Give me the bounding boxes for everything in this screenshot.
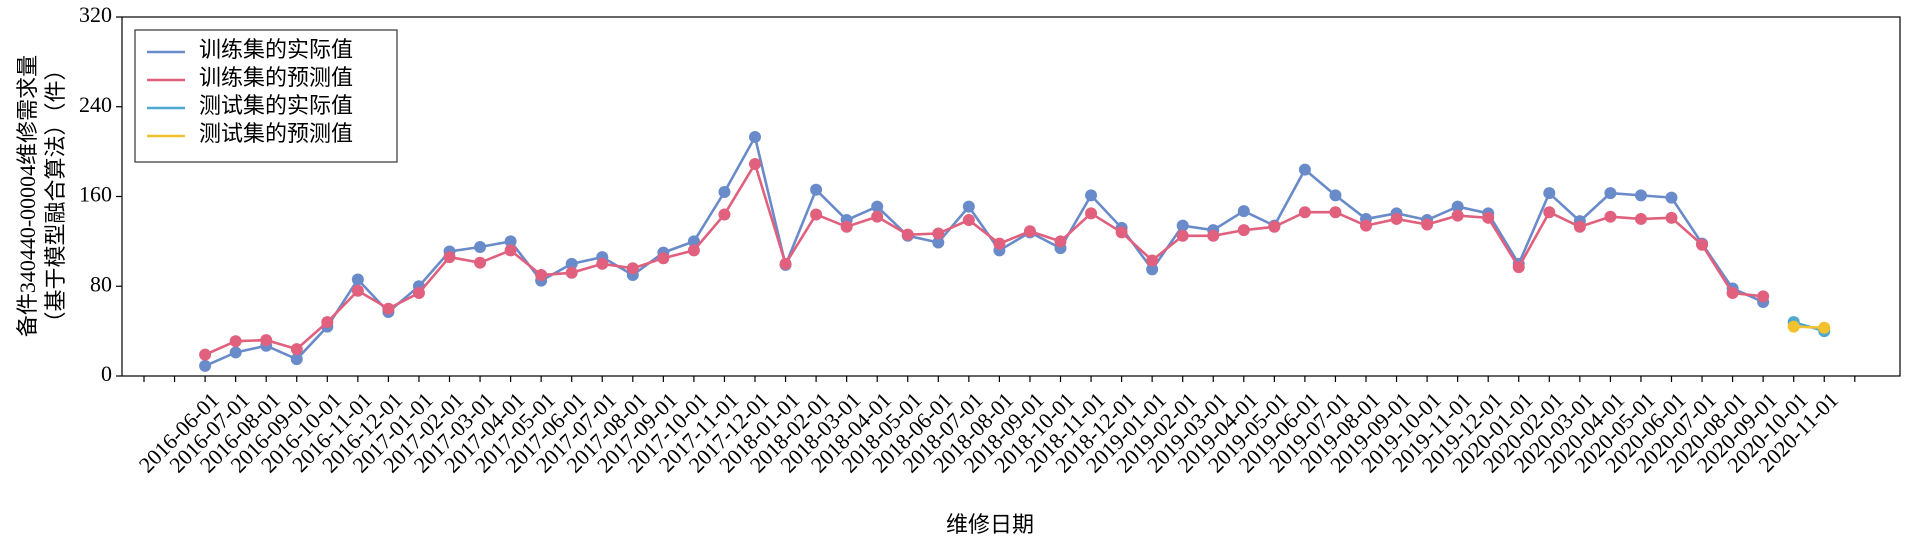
data-point: [443, 251, 456, 264]
data-point: [1604, 187, 1617, 200]
legend-label: 测试集的预测值: [199, 121, 353, 146]
data-point: [1115, 226, 1128, 239]
data-point: [290, 353, 303, 366]
legend-label: 训练集的实际值: [199, 37, 353, 62]
data-point: [1573, 220, 1586, 233]
data-point: [1451, 209, 1464, 222]
data-point: [1665, 191, 1678, 204]
y-axis-label: （基于模型融合算法）（件）: [43, 58, 68, 333]
data-point: [474, 256, 487, 269]
data-point: [718, 208, 731, 221]
legend-label: 训练集的预测值: [199, 65, 353, 90]
data-point: [565, 257, 578, 270]
series-line: [204, 133, 1764, 368]
data-point: [1298, 163, 1311, 176]
data-point: [412, 286, 425, 299]
data-point: [321, 316, 334, 329]
data-point: [1390, 212, 1403, 225]
data-point: [1298, 206, 1311, 219]
y-tick-label: 80: [90, 271, 112, 296]
series-line: [204, 160, 1764, 356]
y-tick-label: 0: [101, 361, 112, 386]
data-point: [1329, 189, 1342, 202]
data-point: [504, 244, 517, 257]
data-point: [1329, 206, 1342, 219]
data-point: [229, 346, 242, 359]
y-tick-label: 160: [79, 182, 112, 207]
data-point: [1085, 207, 1098, 220]
data-point: [687, 244, 700, 257]
data-point: [901, 228, 914, 241]
data-point: [504, 235, 517, 248]
data-point: [1726, 286, 1739, 299]
data-point: [199, 348, 212, 361]
data-point: [932, 236, 945, 249]
data-point: [351, 273, 364, 286]
data-point: [871, 210, 884, 223]
data-point: [626, 262, 639, 275]
data-point: [993, 237, 1006, 250]
x-axis-label: 维修日期: [946, 512, 1034, 537]
data-point: [1696, 238, 1709, 251]
data-point: [1268, 220, 1281, 233]
data-point: [1421, 218, 1434, 231]
data-point: [1176, 229, 1189, 242]
data-point: [1054, 235, 1067, 248]
data-point: [657, 252, 670, 265]
data-point: [260, 334, 273, 347]
data-point: [962, 214, 975, 227]
data-point: [779, 257, 792, 270]
data-point: [1085, 189, 1098, 202]
data-point: [1512, 261, 1525, 274]
data-point: [840, 220, 853, 233]
data-point: [749, 157, 761, 170]
data-point: [1543, 187, 1556, 200]
y-tick-label: 240: [79, 92, 112, 117]
data-point: [351, 284, 364, 297]
data-point: [382, 302, 395, 315]
data-point: [1543, 206, 1556, 219]
y-axis-label: 备件340440-00004维修需求量: [15, 55, 40, 337]
data-point: [1237, 224, 1250, 237]
data-point: [1634, 189, 1647, 202]
data-point: [687, 235, 700, 248]
data-point: [749, 131, 761, 144]
data-point: [229, 335, 242, 348]
legend-label: 测试集的实际值: [199, 93, 353, 118]
data-point: [1207, 229, 1220, 242]
data-point: [565, 266, 578, 279]
data-point: [199, 359, 212, 372]
data-point: [1146, 263, 1159, 276]
data-point: [535, 269, 548, 282]
data-point: [1237, 205, 1250, 218]
data-point: [1634, 212, 1647, 225]
data-point: [1023, 225, 1036, 238]
data-point: [1451, 200, 1464, 213]
data-point: [1176, 219, 1189, 232]
data-point: [1482, 211, 1495, 224]
data-point: [290, 343, 303, 356]
y-tick-label: 320: [79, 2, 112, 27]
data-point: [474, 240, 487, 253]
data-point: [718, 186, 731, 199]
data-point: [1146, 254, 1159, 267]
data-point: [596, 257, 609, 270]
data-point: [962, 200, 975, 213]
data-point: [1757, 290, 1770, 303]
data-point: [871, 200, 884, 213]
data-point: [932, 227, 945, 240]
data-point: [1818, 321, 1831, 334]
data-point: [810, 183, 823, 196]
data-point: [810, 208, 823, 221]
data-point: [1604, 210, 1617, 223]
data-point: [1665, 211, 1678, 224]
data-point: [1360, 219, 1372, 232]
data-point: [1787, 320, 1800, 333]
